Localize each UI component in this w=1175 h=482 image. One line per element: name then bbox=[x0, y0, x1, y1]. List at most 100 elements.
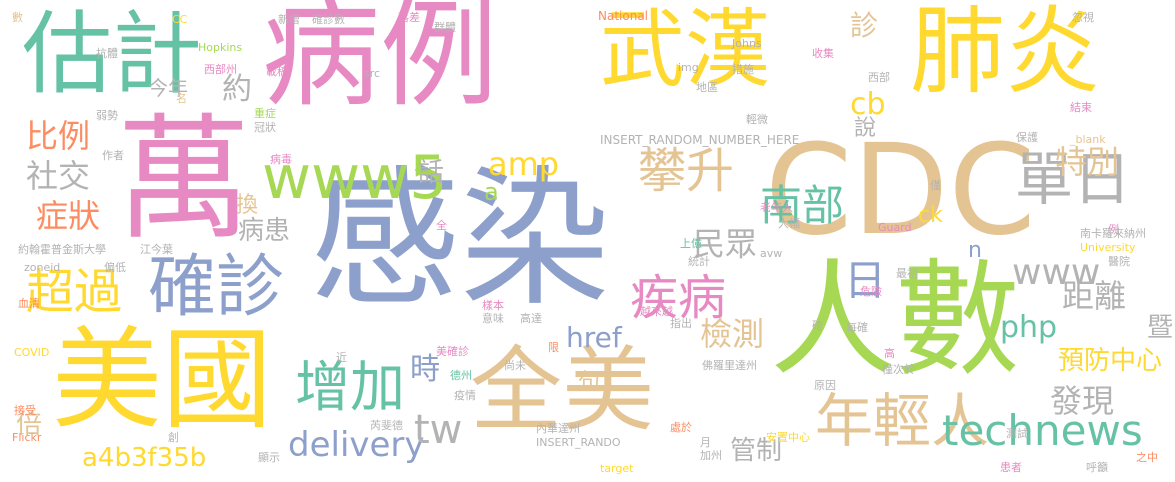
cloud-word: target bbox=[600, 462, 634, 475]
cloud-word: 作者 bbox=[102, 149, 124, 162]
cloud-word: 說 bbox=[854, 116, 877, 141]
cloud-word: 芮斐德 bbox=[370, 419, 403, 432]
cloud-word: zoneid bbox=[24, 261, 61, 274]
cloud-word: 意味 bbox=[482, 312, 504, 325]
cloud-word: img bbox=[678, 61, 699, 74]
cloud-word: 西部州 bbox=[204, 63, 237, 76]
cloud-word: 時 bbox=[410, 352, 440, 387]
cloud-word: php bbox=[1000, 310, 1058, 345]
cloud-word: 估計 bbox=[22, 2, 202, 107]
cloud-word: 老年人 bbox=[760, 201, 793, 214]
cloud-word: 統計 bbox=[688, 255, 710, 268]
cloud-word: 句 bbox=[578, 370, 601, 395]
cloud-word: 接受 bbox=[14, 404, 36, 417]
cloud-word: 越來越 bbox=[640, 305, 673, 318]
cloud-word: 加州 bbox=[700, 449, 722, 462]
cloud-word: 話 bbox=[418, 158, 445, 188]
cloud-word: 測試 bbox=[1006, 427, 1028, 440]
cloud-word: 約 bbox=[222, 72, 252, 107]
cloud-word: ck bbox=[918, 203, 943, 228]
cloud-word: 民眾 bbox=[693, 225, 758, 263]
cloud-word: 上億 bbox=[680, 237, 702, 250]
cloud-word: 美確診 bbox=[436, 345, 469, 358]
cloud-word: 症狀 bbox=[36, 197, 101, 235]
cloud-word: 換 bbox=[236, 193, 259, 218]
cloud-word: 肺炎 bbox=[910, 0, 1101, 107]
cloud-word: 月 bbox=[700, 436, 711, 449]
cloud-word: 尚未 bbox=[504, 359, 526, 372]
cloud-word: 收集 bbox=[812, 47, 834, 60]
cloud-word: 限 bbox=[548, 341, 559, 354]
cloud-word: 南部 bbox=[760, 181, 845, 230]
cloud-word: 忽視 bbox=[1072, 11, 1094, 24]
cloud-word: CDC bbox=[765, 118, 1036, 263]
cloud-word: 南卡羅來納州 bbox=[1080, 227, 1146, 240]
cloud-word: 患者 bbox=[1000, 461, 1022, 474]
cloud-word: 之中 bbox=[1136, 451, 1158, 464]
cloud-word: 武漢 bbox=[600, 1, 771, 100]
cloud-word: a bbox=[484, 178, 499, 206]
cloud-word: 病患 bbox=[238, 216, 291, 246]
cloud-word: 超過 bbox=[26, 264, 123, 320]
cloud-word: 倍 bbox=[16, 410, 43, 440]
cloud-word: n bbox=[968, 238, 982, 263]
cloud-word: 約翰霍普金斯大學 bbox=[18, 243, 106, 256]
cloud-word: 單日 bbox=[1015, 145, 1132, 213]
cloud-word: 管制 bbox=[730, 436, 783, 466]
cloud-word: 高 bbox=[884, 347, 895, 360]
cloud-word: Johns bbox=[732, 37, 762, 50]
cloud-word: 發現 bbox=[1050, 382, 1115, 420]
cloud-word: 樣本 bbox=[482, 299, 504, 312]
cloud-word: 弱勢 bbox=[96, 109, 118, 122]
cloud-word: 大幅 bbox=[778, 217, 800, 230]
cloud-word: 病毒 bbox=[270, 153, 292, 166]
cloud-word: www bbox=[1012, 252, 1101, 293]
cloud-word: 病例 bbox=[262, 0, 499, 123]
cloud-word: 比例 bbox=[26, 117, 91, 155]
cloud-word: 高達 bbox=[520, 312, 542, 325]
cloud-word: 保護 bbox=[1016, 131, 1038, 144]
cloud-word: cb bbox=[850, 87, 886, 122]
cloud-word: 診 bbox=[850, 9, 879, 42]
cloud-word: 距離 bbox=[1062, 277, 1127, 315]
cloud-word: 社交 bbox=[26, 157, 91, 195]
cloud-word: University bbox=[1080, 241, 1136, 254]
cloud-word: 最初 bbox=[896, 267, 918, 280]
cloud-word: 確診數 bbox=[312, 13, 345, 26]
cloud-word: INSERT_RANDOM_NUMBER_HERE bbox=[600, 133, 800, 147]
cloud-word: 增加 bbox=[295, 355, 406, 419]
cloud-word: 西部 bbox=[868, 71, 890, 84]
cloud-word: href bbox=[566, 321, 622, 354]
cloud-word: 指出 bbox=[670, 317, 692, 330]
cloud-word: 特別 bbox=[1055, 143, 1120, 181]
cloud-word: 萬 bbox=[116, 101, 251, 258]
cloud-word: 暨 bbox=[1146, 313, 1173, 343]
cloud-word: 江今葉 bbox=[140, 243, 173, 256]
cloud-word: INSERT_RANDO bbox=[536, 436, 621, 449]
cloud-word: 疫情 bbox=[454, 389, 476, 402]
cloud-word: 疾病 bbox=[630, 270, 727, 326]
cloud-word: www5 bbox=[262, 143, 448, 213]
cloud-word: 抗體 bbox=[96, 47, 118, 60]
cloud-word: 近 bbox=[336, 351, 347, 364]
cloud-word: 美國 bbox=[52, 316, 272, 444]
cloud-word: 德州 bbox=[450, 369, 472, 382]
cloud-word: 落差 bbox=[398, 11, 420, 24]
cloud-word: 數 bbox=[12, 11, 23, 24]
cloud-word: 措施 bbox=[732, 63, 754, 76]
cloud-word: Flickr bbox=[12, 431, 42, 444]
cloud-word: 呼籲 bbox=[1086, 461, 1108, 474]
cloud-word: 輕微 bbox=[746, 113, 768, 126]
cloud-word: 地區 bbox=[696, 81, 718, 94]
cloud-word: 攀升 bbox=[638, 143, 735, 199]
cloud-word: 危險 bbox=[860, 285, 882, 298]
cloud-word: 載稿 bbox=[266, 65, 288, 78]
cloud-word: 結束 bbox=[1070, 101, 1092, 114]
cloud-word: technews bbox=[942, 406, 1143, 455]
cloud-word: 檢測 bbox=[700, 315, 765, 353]
cloud-word: 原因 bbox=[814, 379, 836, 392]
cloud-word: 顯示 bbox=[258, 451, 280, 464]
cloud-word: tw bbox=[414, 407, 463, 453]
cloud-word: 群體 bbox=[434, 21, 456, 34]
